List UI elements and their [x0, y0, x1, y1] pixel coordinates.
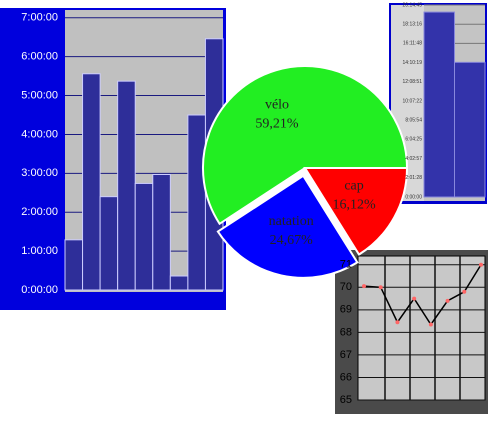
- bar: [169, 275, 189, 291]
- vertical-grid-4: [384, 256, 461, 400]
- bar: [82, 73, 101, 291]
- y-tick-label: 2:01:28: [405, 175, 422, 181]
- y-tick-label: 12:08:51: [403, 79, 423, 85]
- y-tick-label: 67: [340, 349, 352, 361]
- point: [378, 285, 383, 290]
- y-tick-label: 71: [340, 259, 352, 271]
- y-tick-label: 70: [340, 281, 352, 293]
- point: [362, 284, 366, 289]
- bar: [152, 174, 171, 291]
- point: [428, 322, 433, 327]
- y-tick-label: 5:00:00: [21, 89, 58, 101]
- y-tick-label: 6:04:25: [405, 137, 422, 143]
- slice-label: vélo: [265, 97, 289, 112]
- y-tick-label: 20:14:45: [403, 2, 423, 8]
- y-tick-label: 4:00:00: [21, 128, 58, 140]
- y-tick-label: 7:00:00: [21, 12, 58, 24]
- y-tick-label: 68: [340, 326, 352, 338]
- bar: [134, 182, 154, 291]
- y-tick-label: 16:11:48: [403, 41, 422, 47]
- y-tick-label: 3:00:00: [21, 167, 58, 179]
- point: [395, 320, 400, 325]
- y-tick-label: 65: [340, 394, 352, 406]
- slice-label: cap: [344, 178, 363, 193]
- slice-value-label: 24,67%: [270, 233, 314, 248]
- point: [479, 262, 483, 267]
- y-tick-label: 69: [340, 304, 352, 316]
- y-tick-label: 66: [340, 371, 352, 383]
- y-tick-label: 6:00:00: [21, 51, 58, 63]
- point: [412, 296, 417, 301]
- point: [462, 289, 467, 294]
- bar: [117, 80, 136, 291]
- bar: [423, 11, 455, 198]
- bar: [99, 196, 119, 291]
- y-tick-label: 0:00:00: [405, 194, 422, 200]
- slice-label: natation: [269, 214, 314, 229]
- line: [363, 264, 482, 326]
- y-tick-label: 14:10:19: [403, 60, 423, 66]
- slice-value-label: 59,21%: [255, 116, 299, 131]
- y-tick-label: 18:13:16: [403, 22, 423, 28]
- point: [445, 298, 450, 303]
- y-tick-label: 10:07:22: [403, 98, 423, 104]
- y-tick-label: 1:00:00: [21, 245, 58, 257]
- y-tick-label: 2:00:00: [21, 206, 58, 218]
- pie-slice: [216, 174, 359, 279]
- y-tick-label: 8:05:54: [405, 118, 422, 124]
- pie-slice: [303, 167, 409, 256]
- bar: [454, 61, 486, 198]
- slice-value-label: 16,12%: [332, 197, 376, 212]
- bar: [187, 114, 206, 291]
- bar: [64, 239, 84, 291]
- plot-area-4: [357, 255, 486, 401]
- pie-slice: [202, 65, 409, 226]
- y-tick-label: 4:02:57: [405, 156, 422, 162]
- y-tick-label: 0:00:00: [21, 284, 58, 296]
